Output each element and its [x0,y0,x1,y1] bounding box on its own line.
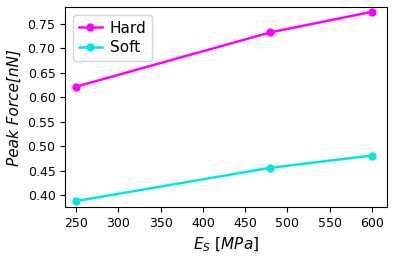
Hard [268,31,273,34]
Soft [268,166,273,169]
Hard [370,10,374,13]
Line: Hard: Hard [73,8,375,90]
Y-axis label: Peak Force[nN]: Peak Force[nN] [7,49,22,165]
Hard [74,85,78,88]
X-axis label: $E_S$ $[MPa]$: $E_S$ $[MPa]$ [193,236,259,254]
Soft [370,154,374,157]
Soft [74,199,78,203]
Legend: Hard, Soft: Hard, Soft [73,15,152,61]
Line: Soft: Soft [73,152,375,205]
